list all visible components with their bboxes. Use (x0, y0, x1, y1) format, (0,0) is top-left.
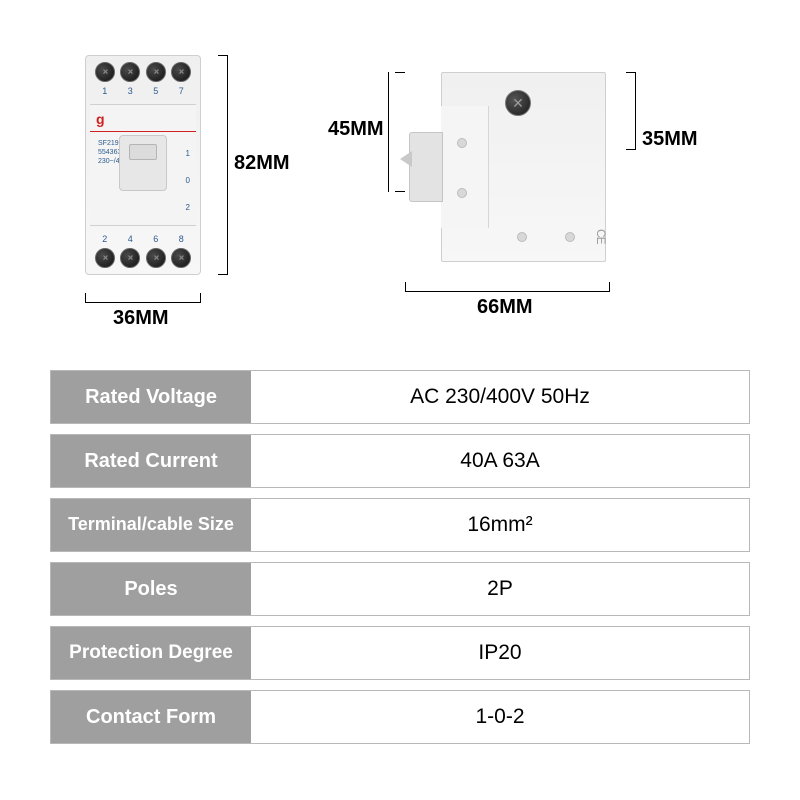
table-row: Rated Voltage AC 230/400V 50Hz (50, 370, 750, 424)
front-body: 1 3 5 7 g SF219G 63A 554363 4 230~/400~ … (85, 55, 201, 275)
spec-label: Rated Current (51, 435, 251, 487)
side-width-brace-icon (405, 276, 610, 292)
width-brace-icon (85, 287, 201, 303)
terminal-5-icon (146, 62, 166, 82)
terminal-7-icon (171, 62, 191, 82)
brand-logo: g (96, 111, 105, 127)
switch-lever-icon (119, 135, 167, 191)
dot-icon (565, 232, 575, 242)
terminal-8-icon (171, 248, 191, 268)
spec-label: Contact Form (51, 691, 251, 743)
dot-icon (457, 188, 467, 198)
term-num: 8 (179, 234, 184, 244)
dimension-diagrams: 1 3 5 7 g SF219G 63A 554363 4 230~/400~ … (0, 0, 800, 360)
spec-value: 16mm² (251, 499, 749, 551)
spec-value: AC 230/400V 50Hz (251, 371, 749, 423)
spec-value: 40A 63A (251, 435, 749, 487)
term-num: 1 (102, 86, 107, 96)
term-num: 4 (128, 234, 133, 244)
side-body: CE (405, 72, 610, 262)
term-num: 2 (102, 234, 107, 244)
spec-table: Rated Voltage AC 230/400V 50Hz Rated Cur… (50, 370, 750, 754)
accent-line (90, 131, 196, 132)
table-row: Rated Current 40A 63A (50, 434, 750, 488)
terminal-numbers-bottom: 2 4 6 8 (92, 234, 194, 244)
terminal-4-icon (120, 248, 140, 268)
side-view: CE 66MM (405, 72, 610, 262)
side-left-brace-icon (388, 72, 404, 192)
side-upper-label: 45MM (328, 118, 384, 141)
height-brace-icon (212, 55, 228, 275)
spec-label: Protection Degree (51, 627, 251, 679)
terminal-2-icon (95, 248, 115, 268)
spec-value: 2P (251, 563, 749, 615)
dot-icon (517, 232, 527, 242)
term-num: 3 (128, 86, 133, 96)
side-right-brace-icon (620, 72, 636, 150)
term-num: 5 (153, 86, 158, 96)
mid-panel: g SF219G 63A 554363 4 230~/400~ 1 0 2 (90, 104, 196, 226)
terminals-bottom (92, 248, 194, 268)
term-num: 6 (153, 234, 158, 244)
dot-icon (457, 138, 467, 148)
pos-mark: 2 (186, 203, 190, 212)
pos-mark: 1 (186, 149, 190, 158)
side-full-label: 35MM (642, 128, 698, 151)
terminals-top (92, 62, 194, 82)
front-height-label: 82MM (234, 152, 290, 175)
term-num: 7 (179, 86, 184, 96)
position-marks: 1 0 2 (186, 149, 190, 212)
side-step (441, 106, 489, 228)
spec-value: IP20 (251, 627, 749, 679)
terminal-1-icon (95, 62, 115, 82)
front-view: 1 3 5 7 g SF219G 63A 554363 4 230~/400~ … (85, 55, 201, 275)
spec-label: Terminal/cable Size (51, 499, 251, 551)
table-row: Contact Form 1-0-2 (50, 690, 750, 744)
table-row: Terminal/cable Size 16mm² (50, 498, 750, 552)
table-row: Protection Degree IP20 (50, 626, 750, 680)
terminal-6-icon (146, 248, 166, 268)
terminal-numbers-top: 1 3 5 7 (92, 86, 194, 96)
side-width-label: 66MM (477, 296, 533, 319)
terminal-3-icon (120, 62, 140, 82)
spec-label: Rated Voltage (51, 371, 251, 423)
rail-clip-icon (409, 132, 443, 202)
ce-mark-icon: CE (594, 229, 608, 244)
pos-mark: 0 (186, 176, 190, 185)
spec-label: Poles (51, 563, 251, 615)
side-screw-icon (505, 90, 531, 116)
spec-value: 1-0-2 (251, 691, 749, 743)
table-row: Poles 2P (50, 562, 750, 616)
front-width-label: 36MM (113, 307, 169, 330)
